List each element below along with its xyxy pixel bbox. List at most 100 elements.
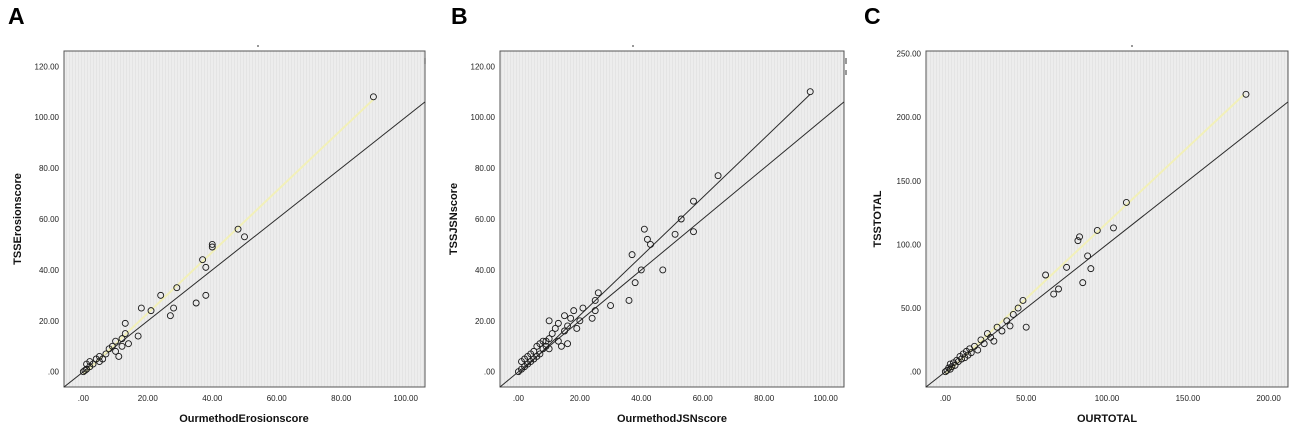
data-point <box>967 349 975 357</box>
data-point <box>1014 304 1022 312</box>
y-tick-label: 120.00 <box>35 62 60 71</box>
x-tick-label: 80.00 <box>754 394 775 403</box>
y-tick-label: 60.00 <box>475 215 496 224</box>
fit-line-layer <box>944 93 1246 376</box>
x-tick-label: 60.00 <box>267 394 288 403</box>
data-point <box>998 327 1006 335</box>
data-point <box>1074 237 1082 245</box>
data-point <box>147 307 155 315</box>
x-axis-title: OurmethodJSNscore <box>617 413 727 425</box>
y-tick-label: 60.00 <box>39 215 60 224</box>
x-tick-label: 50.00 <box>1016 394 1037 403</box>
data-point <box>567 314 575 322</box>
data-point <box>948 363 956 371</box>
data-point <box>561 312 568 320</box>
data-point <box>980 340 988 348</box>
y-tick-label: .00 <box>48 368 60 377</box>
x-tick-label: 60.00 <box>693 394 714 403</box>
data-point <box>576 317 584 325</box>
data-point <box>1042 271 1050 279</box>
panel-label-a: A <box>8 3 25 29</box>
reference-line-layer <box>925 101 1289 388</box>
data-point <box>677 215 685 223</box>
y-tick-label: 120.00 <box>471 62 496 71</box>
x-axis-title: OurmethodErosionscore <box>179 413 309 425</box>
data-point <box>551 325 559 332</box>
data-point <box>1006 322 1014 330</box>
data-point <box>166 312 174 320</box>
data-point <box>121 319 129 327</box>
data-point <box>115 353 123 360</box>
data-point <box>637 266 645 274</box>
data-point <box>192 299 200 307</box>
panel-b: B .00 20.00 40.00 60.00 80.00 100.00 .00 20.00… <box>448 3 847 425</box>
data-point <box>102 350 110 358</box>
data-point <box>157 291 165 299</box>
data-point <box>564 322 572 330</box>
scatter-points <box>514 88 814 376</box>
data-point <box>202 263 210 271</box>
y-tick-label: .00 <box>910 368 922 377</box>
data-point <box>990 337 998 345</box>
data-point <box>539 337 547 345</box>
fit-line <box>518 93 811 375</box>
x-axis-ticks: .00 50.00 100.00 150.00 200.00 <box>940 394 1282 403</box>
reference-line <box>63 101 426 388</box>
plot-tick-marks <box>257 45 426 64</box>
y-tick-label: 100.00 <box>471 113 496 122</box>
data-point <box>958 355 966 363</box>
data-point <box>1076 233 1083 241</box>
data-point <box>671 230 679 238</box>
data-point <box>554 319 562 327</box>
data-point <box>591 307 599 315</box>
data-point <box>89 360 97 368</box>
data-point <box>1110 224 1117 232</box>
x-tick-label: .00 <box>940 394 952 403</box>
reference-line-layer <box>63 101 426 388</box>
data-point <box>1242 90 1250 98</box>
data-point <box>945 364 953 372</box>
y-axis-ticks: .00 20.00 40.00 60.00 80.00 100.00 120.00 <box>35 62 60 376</box>
y-axis-ticks: .00 50.00 100.00 150.00 200.00 250.00 <box>897 50 922 377</box>
reference-line-layer <box>499 101 845 388</box>
data-point <box>530 347 538 355</box>
panel-c: C .00 50.00 100.00 150.00 200.00 .00 50.00 100… <box>864 3 1289 425</box>
y-tick-label: 250.00 <box>897 50 922 59</box>
data-point <box>640 225 648 233</box>
data-point <box>1022 323 1030 331</box>
y-axis-title: TSSErosionscore <box>12 173 24 265</box>
y-tick-label: 20.00 <box>39 317 60 326</box>
data-point <box>125 340 132 348</box>
data-point <box>579 304 587 312</box>
data-point <box>643 235 651 243</box>
x-tick-label: 100.00 <box>393 394 418 403</box>
y-axis-title: TSSJSNscore <box>448 183 460 255</box>
fit-line <box>944 93 1246 376</box>
x-tick-label: .00 <box>513 394 525 403</box>
data-point <box>690 197 697 205</box>
data-point <box>714 172 722 180</box>
x-tick-label: 40.00 <box>202 394 223 403</box>
x-axis-ticks: .00 20.00 40.00 60.00 80.00 100.00 <box>513 394 838 403</box>
data-point <box>591 297 599 304</box>
fit-line-layer <box>82 98 375 375</box>
x-axis-ticks: .00 20.00 40.00 60.00 80.00 100.00 <box>78 394 419 403</box>
x-tick-label: 100.00 <box>813 394 838 403</box>
data-point <box>561 327 568 335</box>
data-point <box>631 279 639 287</box>
data-point <box>1050 290 1058 298</box>
plot-tick-marks <box>632 45 847 75</box>
data-point <box>241 233 248 241</box>
data-point <box>1122 199 1130 206</box>
x-tick-label: 80.00 <box>331 394 352 403</box>
y-tick-label: 100.00 <box>897 240 922 249</box>
data-point <box>545 345 553 353</box>
data-point <box>993 323 1001 331</box>
data-point <box>199 256 207 264</box>
data-point <box>208 243 216 251</box>
data-point <box>573 325 581 332</box>
y-tick-label: 20.00 <box>475 317 496 326</box>
panel-a: A .00 20.00 40.00 60.00 80.00 100.00 .00 20.00… <box>8 3 426 425</box>
data-point <box>554 337 562 345</box>
